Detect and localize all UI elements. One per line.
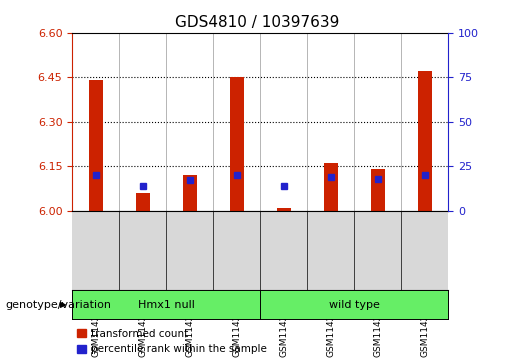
Bar (135, 193, 150, 211)
Bar (370, 169, 385, 211)
Bar (277, 208, 290, 211)
Text: Hmx1 null: Hmx1 null (138, 300, 195, 310)
Text: GDS4810 / 10397639: GDS4810 / 10397639 (175, 15, 340, 29)
Bar (230, 77, 244, 211)
Bar (182, 175, 197, 211)
Text: genotype/variation: genotype/variation (5, 300, 111, 310)
Legend: transformed count, percentile rank within the sample: transformed count, percentile rank withi… (77, 329, 267, 354)
Bar (418, 71, 432, 211)
Bar (323, 163, 338, 211)
Text: wild type: wild type (329, 300, 380, 310)
Bar (89, 80, 102, 211)
